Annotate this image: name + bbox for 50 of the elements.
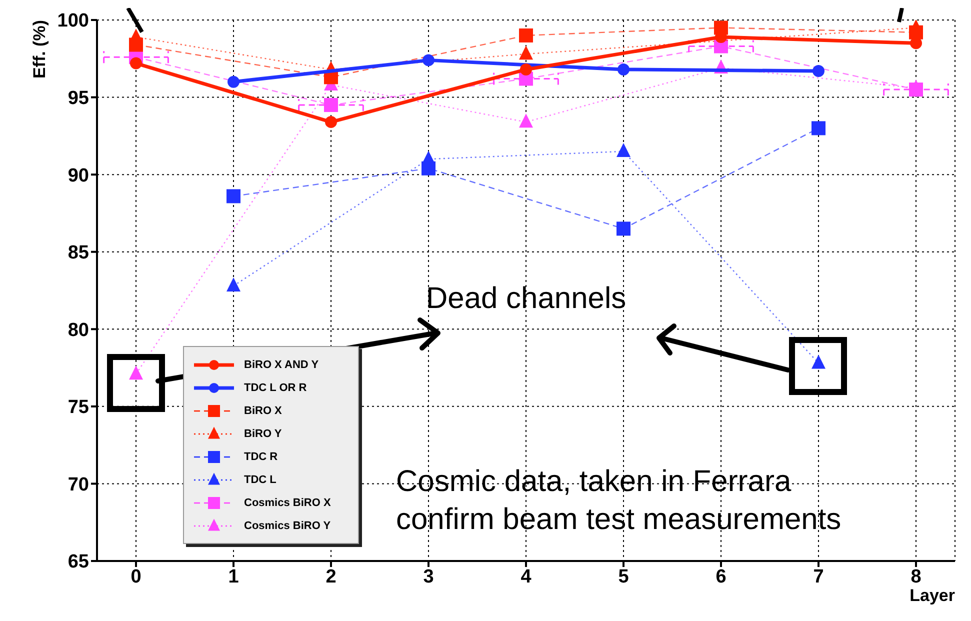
point	[812, 121, 826, 136]
x-tick-label: 4	[520, 566, 532, 588]
legend-label: TDC L OR R	[244, 382, 307, 394]
legend-label: Cosmics BiRO Y	[244, 520, 331, 532]
x-axis-title: Layer	[910, 586, 956, 605]
point	[228, 76, 240, 88]
annotation: Dead channels	[426, 281, 626, 317]
x-tick-label: 0	[130, 566, 142, 588]
point	[812, 65, 824, 78]
point	[129, 38, 143, 52]
legend-label: BiRO X AND Y	[244, 358, 319, 370]
point	[519, 28, 533, 42]
legend-label: BiRO X	[244, 404, 282, 416]
point	[616, 142, 630, 157]
point	[520, 63, 532, 76]
x-tick-label: 2	[326, 566, 336, 588]
point	[325, 116, 337, 128]
legend-label: Cosmics BiRO X	[244, 496, 331, 508]
point	[422, 161, 436, 176]
legend-label: TDC L	[244, 474, 276, 486]
y-tick-label: 90	[68, 165, 89, 186]
y-tick-label: 85	[68, 242, 90, 264]
point	[618, 63, 630, 76]
legend-label: BiRO Y	[244, 428, 282, 440]
y-tick-label: 65	[68, 552, 90, 573]
annotation: Cosmic data, taken in Ferrara confirm beam test measurements	[396, 464, 842, 538]
y-tick-label: 75	[68, 397, 90, 418]
y-tick-label: 100	[57, 10, 89, 32]
point	[616, 222, 630, 236]
x-tick-label: 3	[423, 566, 434, 588]
x-tick-label: 6	[716, 566, 726, 588]
point	[519, 114, 533, 128]
x-tick-label: 8	[910, 566, 922, 588]
point	[226, 277, 240, 292]
x-tick-label: 1	[228, 566, 240, 588]
y-tick-label: 95	[68, 88, 90, 110]
point	[519, 46, 533, 60]
point	[909, 82, 923, 97]
point	[324, 98, 338, 112]
legend-label: TDC R	[244, 450, 278, 462]
y-tick-label: 80	[68, 320, 89, 341]
point	[129, 366, 143, 380]
x-tick-label: 7	[813, 566, 824, 588]
point	[130, 57, 142, 70]
y-axis-title: Eff. (%)	[30, 20, 49, 79]
point	[909, 25, 923, 40]
y-tick-label: 70	[68, 474, 89, 496]
x-tick-label: 5	[618, 566, 630, 588]
point	[226, 189, 240, 204]
point	[422, 54, 434, 66]
